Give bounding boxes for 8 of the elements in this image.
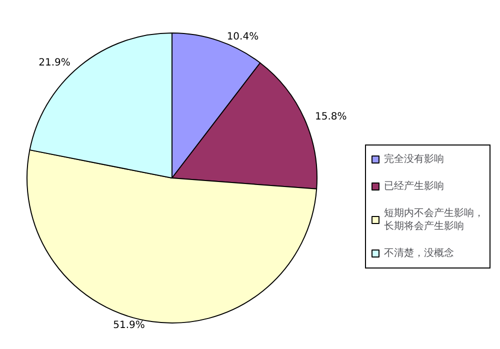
legend-label: 完全没有影响 [384, 153, 444, 165]
data-label: 21.9% [38, 57, 70, 68]
legend-label: 已经产生影响 [384, 180, 444, 192]
data-label: 51.9% [113, 320, 145, 332]
legend-label: 短期内不会产生影响，长期将会产生影响 [384, 207, 484, 232]
data-label: 10.4% [226, 31, 259, 42]
legend-label: 不清楚，没概念 [384, 247, 454, 259]
data-label: 15.8% [314, 112, 347, 123]
